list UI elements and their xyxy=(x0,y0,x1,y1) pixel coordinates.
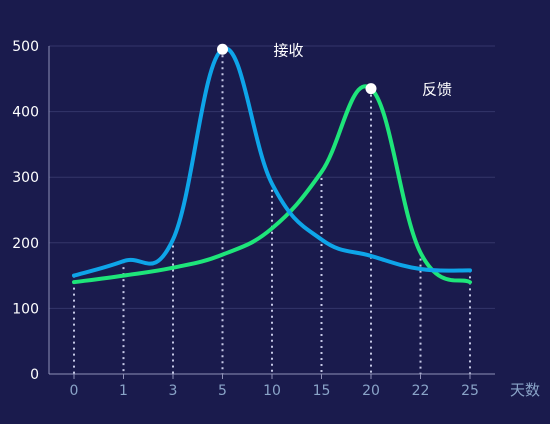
x-tick-label: 3 xyxy=(169,383,178,399)
x-tick-label: 1 xyxy=(119,383,128,399)
peak-marker xyxy=(217,43,228,55)
x-tick-label: 15 xyxy=(313,383,331,399)
y-tick-label: 200 xyxy=(12,236,39,252)
x-tick-label: 10 xyxy=(263,383,281,399)
peak-label: 接收 xyxy=(274,41,304,59)
x-tick-label: 25 xyxy=(461,383,479,399)
series-line-0 xyxy=(72,46,472,278)
series-layer xyxy=(72,46,472,285)
peak-marker xyxy=(365,83,377,95)
x-tick-label: 22 xyxy=(412,383,430,399)
y-tick-label: 500 xyxy=(12,39,39,55)
y-tick-label: 300 xyxy=(12,170,39,186)
dotted-drop-lines xyxy=(73,49,471,374)
x-tick-label: 5 xyxy=(218,383,227,399)
x-axis-title: 天数 xyxy=(510,381,540,399)
x-tick-label: 0 xyxy=(70,383,79,399)
peak-label: 反馈 xyxy=(422,81,452,99)
series-line-1 xyxy=(72,84,472,285)
y-tick-label: 100 xyxy=(12,301,39,317)
y-tick-label: 0 xyxy=(30,367,39,383)
axis-layer: 0 100 200 300 400 500 0 1 3 5 10 15 20 22 25 天数 xyxy=(12,39,540,399)
y-tick-label: 400 xyxy=(12,105,39,121)
x-tick-label: 20 xyxy=(362,383,380,399)
marker-layer xyxy=(217,43,377,95)
